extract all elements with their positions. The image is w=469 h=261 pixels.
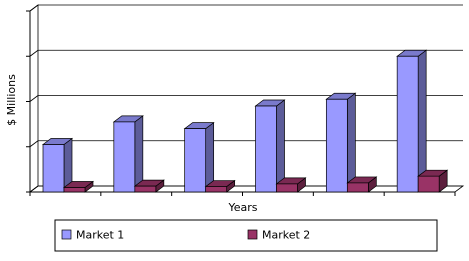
- bar: [62, 180, 95, 193]
- bar-front: [346, 182, 369, 193]
- bar-front: [325, 98, 348, 193]
- bar: [112, 115, 144, 193]
- legend-box: [54, 219, 438, 252]
- x-axis-label: Years: [227, 201, 257, 214]
- bar-front: [276, 183, 298, 193]
- bar-front: [417, 175, 440, 193]
- bar-front: [396, 55, 419, 193]
- bar-side: [346, 92, 356, 193]
- bar: [41, 137, 74, 193]
- bar: [204, 179, 236, 193]
- legend-label: Market 1: [76, 229, 124, 242]
- bar-side: [276, 99, 285, 193]
- bar-front: [134, 185, 157, 193]
- grid-line-side: [29, 49, 39, 57]
- bar: [275, 177, 307, 193]
- bar-front: [42, 144, 65, 193]
- legend-label: Market 2: [262, 229, 310, 242]
- bar: [254, 99, 286, 193]
- bar-side: [134, 115, 144, 193]
- bar: [133, 179, 165, 193]
- bar: [325, 92, 357, 193]
- bar-front: [205, 186, 228, 193]
- bar-front: [184, 128, 207, 193]
- legend-swatch: [61, 229, 72, 240]
- grid-line-side: [29, 140, 39, 148]
- bar-front: [63, 187, 86, 193]
- bar-front: [255, 105, 277, 193]
- y-axis-label: $ Millions: [5, 74, 18, 126]
- bar: [183, 121, 215, 193]
- bar: [417, 169, 449, 193]
- bar-front: [113, 121, 136, 193]
- legend-swatch: [247, 229, 258, 240]
- bar: [346, 176, 378, 193]
- grid-line-side: [29, 185, 39, 193]
- grid-line-side: [29, 95, 39, 102]
- grid-line-side: [29, 4, 39, 12]
- bar: [396, 49, 428, 193]
